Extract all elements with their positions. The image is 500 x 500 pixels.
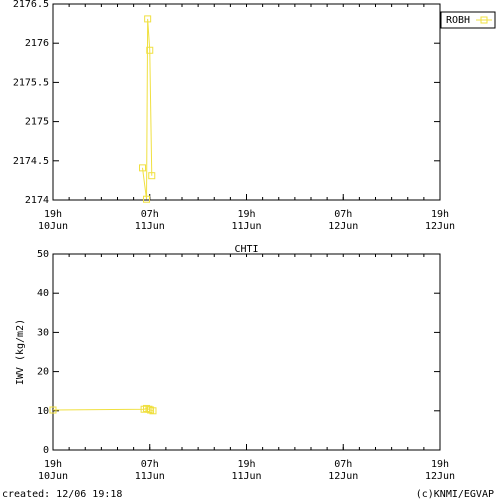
y-tick-label: 2174 [25, 195, 49, 206]
x-tick-label: 19h [237, 459, 255, 470]
y-tick-label: 10 [37, 406, 49, 417]
x-tick-date: 11Jun [231, 471, 261, 482]
x-tick-date: 10Jun [38, 471, 68, 482]
x-tick-label: 07h [141, 459, 159, 470]
x-tick-date: 11Jun [135, 471, 165, 482]
data-point [145, 405, 153, 413]
x-tick-date: 12Jun [425, 221, 455, 232]
y-tick-label: 2176.5 [13, 0, 49, 10]
data-point [149, 407, 157, 415]
x-tick-label: 07h [334, 209, 352, 220]
y-tick-label: 40 [37, 288, 49, 299]
y-tick-label: 50 [37, 249, 49, 260]
x-tick-date: 11Jun [135, 221, 165, 232]
y-tick-label: 2175 [25, 117, 49, 128]
data-point [148, 172, 156, 180]
legend-marker [480, 16, 488, 24]
panel-title: CHTI [234, 244, 258, 255]
x-tick-date: 10Jun [38, 221, 68, 232]
x-tick-label: 19h [431, 459, 449, 470]
data-point [49, 406, 57, 414]
credit: (c)KNMI/EGVAP [416, 489, 494, 500]
legend-label: ROBH [446, 15, 470, 26]
x-tick-date: 12Jun [328, 471, 358, 482]
y-tick-label: 2175.5 [13, 77, 49, 88]
x-tick-label: 19h [44, 459, 62, 470]
legend-box [440, 11, 496, 29]
x-tick-label: 19h [237, 209, 255, 220]
y-tick-label: 0 [43, 445, 49, 456]
x-tick-date: 12Jun [328, 221, 358, 232]
data-point [143, 195, 151, 203]
x-tick-label: 19h [431, 209, 449, 220]
series-line [52, 407, 154, 412]
y-tick-label: 2174.5 [13, 156, 49, 167]
data-point [144, 15, 152, 23]
data-point [147, 406, 155, 414]
data-point [138, 164, 146, 172]
x-tick-label: 07h [334, 459, 352, 470]
y-axis-label: IWV (kg/m2) [15, 319, 26, 385]
y-tick-label: 20 [37, 367, 49, 378]
x-tick-date: 12Jun [425, 471, 455, 482]
x-tick-label: 07h [141, 209, 159, 220]
plot-frame [52, 253, 441, 451]
series-line [141, 18, 153, 200]
y-tick-label: 2176 [25, 38, 49, 49]
x-tick-date: 11Jun [231, 221, 261, 232]
plot-frame [52, 3, 441, 201]
created-note: created: 12/06 19:18 [2, 489, 122, 500]
x-tick-label: 19h [44, 209, 62, 220]
y-tick-label: 30 [37, 327, 49, 338]
data-point [146, 46, 154, 54]
